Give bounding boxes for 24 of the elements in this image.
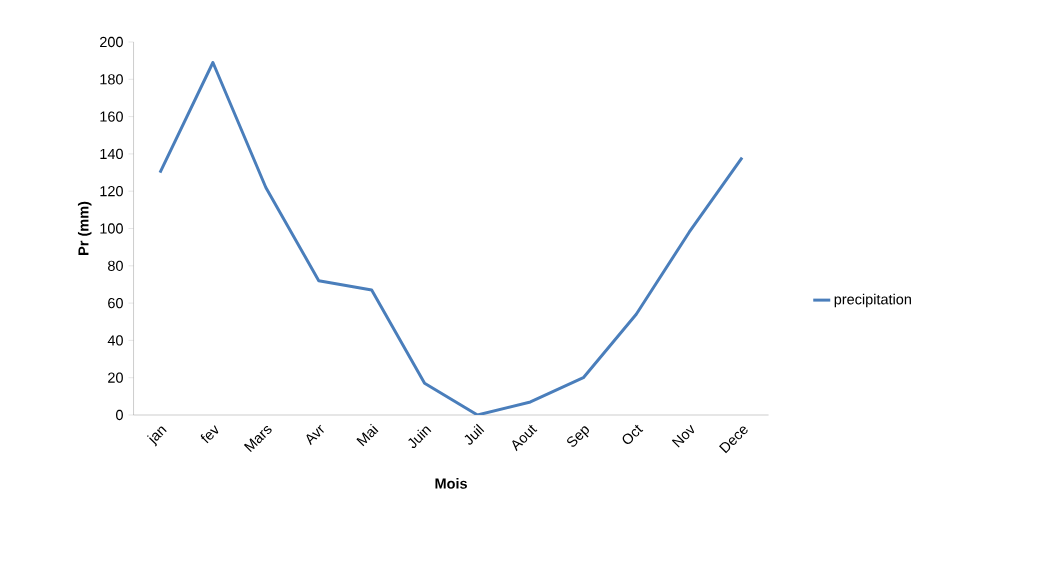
y-tick-label: 140	[100, 148, 123, 160]
x-tick-label: Oct	[622, 424, 644, 444]
y-tick-label: 0	[116, 409, 123, 421]
x-tick-label: Juin	[408, 426, 432, 449]
y-tick-label: 200	[100, 36, 123, 48]
x-tick-label: Mai	[356, 423, 379, 447]
x-axis-title: Mois	[435, 478, 467, 489]
x-tick-label: Juil	[464, 423, 485, 445]
x-tick-label: fev	[200, 425, 219, 444]
y-tick-label: 40	[107, 335, 123, 346]
y-tick-label: 20	[108, 372, 123, 383]
y-axis-title: Pr (mm)	[77, 201, 92, 255]
y-tick-label: 80	[108, 260, 123, 271]
x-tick-label: Nov	[671, 424, 695, 448]
y-tick-label: 60	[108, 297, 123, 309]
x-tick-label: jan	[147, 426, 167, 447]
y-tick-label: 120	[100, 186, 123, 197]
legend-label: precipitation	[834, 293, 911, 308]
line-series	[158, 61, 744, 415]
y-tick-label: 160	[100, 111, 123, 122]
x-tick-label: Sep	[567, 426, 589, 447]
y-tick-label: 100	[100, 223, 123, 234]
y-tick-label: 180	[100, 74, 123, 85]
x-tick-label: Avr	[306, 424, 324, 446]
